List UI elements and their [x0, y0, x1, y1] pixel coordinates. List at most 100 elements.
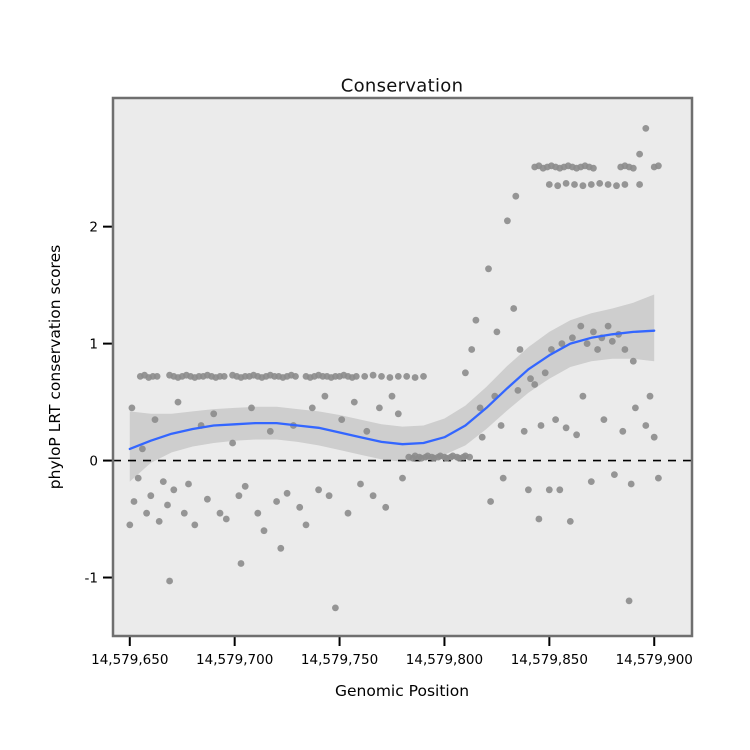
- panel-border: [111, 96, 694, 638]
- data-point: [655, 162, 662, 170]
- data-point: [180, 509, 188, 517]
- data-point: [552, 416, 559, 423]
- data-point: [621, 346, 629, 353]
- data-point: [562, 424, 570, 432]
- data-point: [579, 182, 587, 190]
- data-point: [558, 340, 566, 347]
- plot-panel: [113, 98, 692, 636]
- data-point: [147, 492, 155, 500]
- data-point: [204, 495, 211, 503]
- data-point: [600, 416, 608, 423]
- data-point: [621, 181, 629, 188]
- confidence-ribbon: [129, 294, 655, 482]
- data-point: [541, 369, 549, 377]
- data-point: [166, 577, 174, 585]
- data-point: [627, 480, 635, 488]
- data-point: [159, 478, 167, 485]
- y-tick-label: 0: [89, 454, 98, 470]
- data-point: [642, 124, 650, 132]
- data-point: [155, 518, 163, 525]
- data-point: [520, 427, 528, 435]
- data-point: [625, 597, 633, 605]
- data-point: [636, 181, 643, 188]
- y-tick-label: 1: [89, 337, 98, 353]
- data-point: [382, 503, 390, 511]
- data-point: [386, 374, 394, 381]
- data-point: [569, 334, 576, 342]
- data-point: [545, 486, 553, 494]
- data-point: [237, 560, 245, 567]
- data-point: [388, 392, 396, 400]
- data-point: [143, 509, 151, 517]
- x-tick-label: 14,579,800: [406, 652, 483, 668]
- data-point: [604, 322, 612, 330]
- data-point: [478, 433, 486, 441]
- data-point: [583, 340, 591, 347]
- data-point: [222, 515, 230, 523]
- data-point: [650, 433, 658, 441]
- data-point: [497, 422, 505, 429]
- data-point: [411, 374, 419, 381]
- data-point: [126, 521, 134, 529]
- data-point: [139, 445, 146, 453]
- data-point: [378, 373, 385, 380]
- data-point: [248, 404, 255, 412]
- data-point: [363, 427, 371, 435]
- data-point: [191, 521, 199, 529]
- data-point: [296, 503, 304, 511]
- data-point: [462, 369, 469, 377]
- data-point: [629, 357, 637, 365]
- data-point: [646, 392, 654, 400]
- data-point: [220, 373, 228, 380]
- data-point: [332, 604, 339, 612]
- y-tick-label: 2: [89, 220, 98, 236]
- data-point: [573, 431, 580, 439]
- data-point: [510, 305, 518, 312]
- data-point: [130, 498, 138, 505]
- data-point: [531, 381, 539, 388]
- chart-title: Conservation: [340, 75, 464, 97]
- data-point: [629, 164, 637, 172]
- data-point: [420, 373, 427, 380]
- data-point: [235, 492, 243, 500]
- data-point: [321, 392, 329, 400]
- data-point: [545, 181, 553, 188]
- data-point: [472, 316, 480, 324]
- data-point: [164, 501, 171, 509]
- data-point: [357, 480, 364, 488]
- data-point: [566, 518, 574, 525]
- x-tick-label: 14,579,700: [196, 652, 273, 668]
- data-point: [636, 150, 643, 158]
- data-point: [577, 322, 585, 330]
- data-point: [283, 489, 291, 497]
- data-point: [308, 404, 316, 412]
- data-point: [128, 404, 136, 412]
- data-point: [210, 410, 218, 418]
- data-point: [504, 217, 511, 225]
- data-point: [571, 181, 578, 188]
- data-point: [399, 474, 406, 482]
- data-point: [642, 422, 650, 429]
- data-point: [369, 371, 377, 379]
- data-point: [134, 474, 142, 482]
- data-point: [608, 337, 616, 345]
- data-point: [632, 404, 639, 412]
- data-point: [277, 544, 285, 552]
- data-point: [556, 486, 564, 494]
- x-tick-label: 14,579,900: [616, 652, 693, 668]
- data-point: [292, 373, 299, 380]
- data-point: [611, 471, 618, 478]
- x-axis-label: Genomic Position: [334, 682, 470, 700]
- data-point: [527, 375, 534, 383]
- data-point: [535, 515, 543, 523]
- data-point: [338, 416, 346, 423]
- data-point: [344, 509, 352, 517]
- data-point: [369, 492, 377, 500]
- data-point: [273, 498, 280, 505]
- data-point: [185, 480, 192, 488]
- data-point: [241, 482, 249, 490]
- data-point: [613, 182, 620, 190]
- data-point: [604, 181, 612, 188]
- data-point: [516, 346, 524, 353]
